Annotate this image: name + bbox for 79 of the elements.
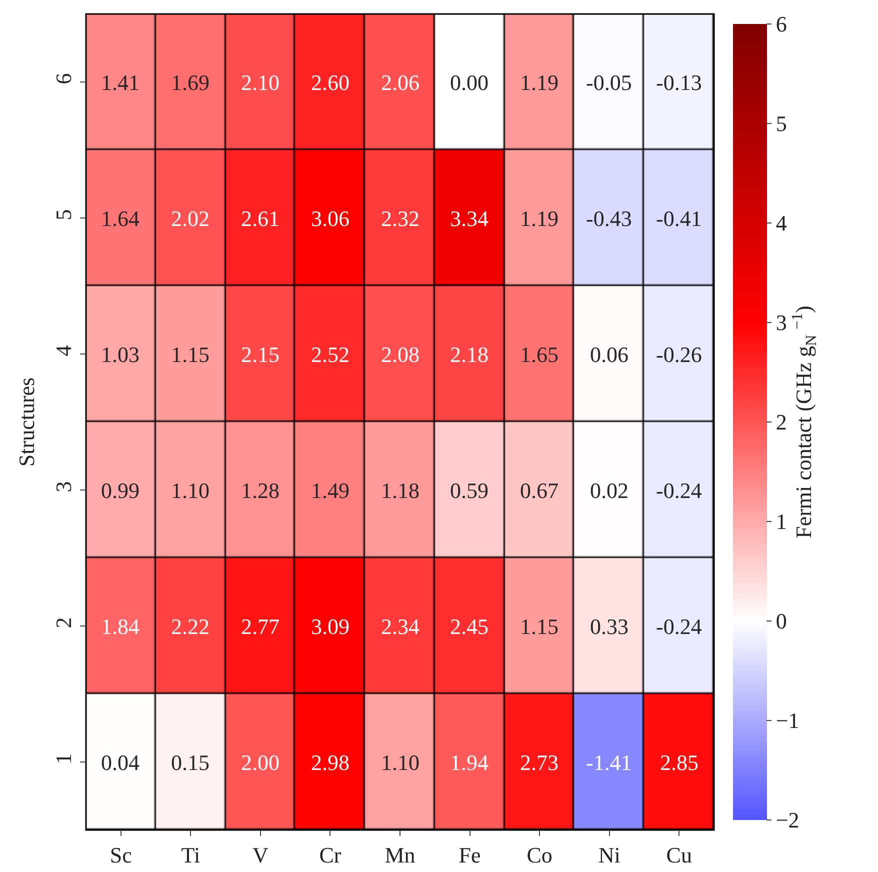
data-label: 2.60	[311, 70, 350, 95]
color-bar-label: −1	[776, 708, 800, 734]
data-label: 2.85	[660, 750, 698, 775]
data-label: 1.10	[171, 478, 210, 503]
color-bar-label: −2	[776, 808, 800, 833]
data-label: 2.08	[381, 342, 420, 367]
data-label: 0.99	[101, 478, 140, 503]
data-label: 2.45	[450, 614, 488, 639]
data-label: 1.41	[101, 70, 140, 95]
data-label: 1.65	[520, 342, 558, 367]
data-label: 1.15	[520, 614, 558, 639]
data-label: -0.26	[656, 342, 702, 367]
y-axis-title: Structures	[14, 377, 39, 467]
data-label: 1.64	[101, 206, 140, 231]
data-label: 2.18	[450, 342, 488, 367]
data-label: -0.13	[656, 70, 702, 95]
data-label: 1.15	[171, 342, 210, 367]
color-bar-label: 0	[776, 608, 787, 634]
data-label: 0.67	[520, 478, 558, 503]
x-tick-label: Co	[526, 842, 552, 868]
data-label: 1.18	[381, 478, 420, 503]
data-label: 0.06	[590, 342, 628, 367]
y-tick-label: 4	[51, 345, 76, 356]
data-label: 3.06	[311, 206, 350, 231]
x-tick-label: Ti	[181, 842, 200, 868]
data-label: 3.34	[450, 206, 488, 231]
data-label: -1.41	[586, 750, 632, 775]
data-label: 1.10	[381, 750, 420, 775]
y-tick-label: 5	[51, 209, 76, 220]
data-label: 0.59	[450, 478, 488, 503]
x-tick-label: Cu	[666, 842, 692, 868]
data-label: 0.15	[171, 750, 210, 775]
data-label: 1.19	[520, 70, 558, 95]
x-tick-label: Cr	[319, 842, 342, 868]
data-label: 2.02	[171, 206, 210, 231]
data-label: 1.49	[311, 478, 350, 503]
data-label: 1.28	[241, 478, 280, 503]
data-label: -0.43	[586, 206, 632, 231]
data-label: 2.15	[241, 342, 280, 367]
x-tick-label: Fe	[458, 842, 481, 868]
data-label: -0.24	[656, 614, 702, 639]
data-label: 1.69	[171, 70, 210, 95]
data-label: 2.06	[381, 70, 420, 95]
data-label: 0.04	[101, 750, 140, 775]
data-label: 1.94	[450, 750, 488, 775]
data-label: 2.32	[381, 206, 420, 231]
data-label: 2.22	[171, 614, 210, 639]
data-label: -0.05	[586, 70, 632, 95]
data-label: 3.09	[311, 614, 350, 639]
y-tick-label: 2	[51, 617, 76, 628]
y-tick-label: 6	[51, 73, 76, 84]
data-label: -0.41	[656, 206, 702, 231]
data-label: 2.10	[241, 70, 280, 95]
data-label: 2.00	[241, 750, 280, 775]
color-bar-label: 6	[776, 12, 787, 37]
color-bar-label: 2	[776, 410, 787, 435]
data-label: 2.77	[241, 614, 280, 639]
data-label: 2.34	[381, 614, 420, 639]
color-bar-label: 4	[776, 210, 787, 236]
data-label: -0.24	[656, 478, 702, 503]
x-tick-label: Ni	[598, 842, 620, 868]
data-label: 0.33	[590, 614, 628, 639]
data-label: 2.73	[520, 750, 558, 775]
data-label: 1.03	[101, 342, 140, 367]
color-bar-label: 5	[776, 111, 787, 136]
color-bar-label: 3	[776, 310, 787, 336]
data-label: 2.98	[311, 750, 350, 775]
y-tick-label: 1	[51, 753, 76, 764]
data-label: 0.02	[590, 478, 628, 503]
data-label: 2.61	[241, 206, 280, 231]
data-label: 0.00	[450, 70, 488, 95]
data-label: 2.52	[311, 342, 350, 367]
x-tick-label: V	[252, 842, 268, 868]
data-label: 1.84	[101, 614, 140, 639]
color-bar-label: 1	[776, 509, 787, 534]
x-tick-label: Mn	[384, 842, 416, 868]
y-tick-label: 3	[51, 481, 76, 492]
data-label: 1.19	[520, 206, 558, 231]
x-tick-label: Sc	[110, 842, 132, 868]
